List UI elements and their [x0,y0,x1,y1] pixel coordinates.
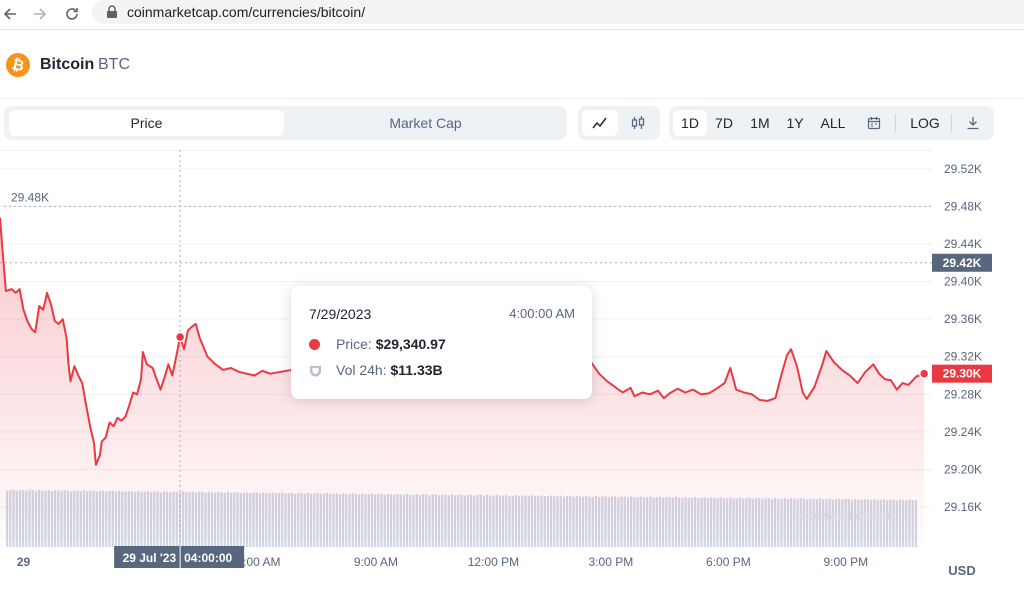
arrow-right-icon[interactable] [30,4,50,24]
range-1m-button[interactable]: 1M [750,115,770,131]
y-tick-label: 29.36K [944,312,982,326]
crosshair-price-tag [932,253,992,272]
log-scale-button[interactable]: LOG [910,115,940,131]
coin-symbol: BTC [98,56,130,73]
y-tick-label: 29.28K [944,387,982,401]
address-bar[interactable] [92,0,1024,24]
watermark-text: CoinMarketCap [800,508,890,523]
url-text: coinmarketcap.com/currencies/bitcoin/ [127,4,366,20]
line-chart-icon [592,117,607,129]
y-tick-label: 29.16K [944,500,982,514]
line-chart-button[interactable] [582,110,618,136]
calendar-button[interactable] [857,110,891,136]
y-tick-label: 29.44K [944,237,982,251]
tooltip-price-value: $29,340.97 [375,336,446,352]
x-tick-label: 29 [17,555,31,569]
x-tick-label: 6:00 PM [706,555,751,569]
last-price-label: 29.30K [943,367,982,381]
calendar-icon [867,117,881,130]
tab-market-cap[interactable]: Market Cap [389,115,462,131]
range-1d-button[interactable]: 1D [673,110,707,136]
range-7d-button[interactable]: 7D [715,115,733,131]
y-tick-label: 29.48K [944,199,982,213]
download-button[interactable] [957,110,989,136]
range-1y-button[interactable]: 1Y [786,115,804,131]
volume-shield-icon [309,364,321,377]
x-tick-label: 12:00 PM [468,555,519,569]
price-line [0,217,925,466]
chart-type-toggle [578,106,660,140]
download-icon [967,117,979,130]
y-tick-label: 29.52K [944,162,982,176]
y-tick-label: 29.20K [944,463,982,477]
reload-icon[interactable] [62,4,82,24]
last-price-tag [932,364,992,383]
coin-name: Bitcoin [40,56,95,73]
crosshair-price-label: 29.42K [943,256,982,270]
last-price-point [918,368,930,379]
tooltip-time: 4:00:00 AM [509,306,575,321]
price-tooltip: 7/29/2023 4:00:00 AM Price: $29,340.97 V… [291,286,592,399]
toolbar-separator [951,114,952,132]
tooltip-price-row: Price: $29,340.97 [309,336,569,354]
tooltip-volume-value: $11.33B [390,362,443,378]
x-tick-label: 9:00 AM [354,555,398,569]
y-tick-label: 29.40K [944,275,982,289]
crosshair-date-tag [114,546,245,568]
chart-metric-tabs: Price Market Cap [4,106,567,140]
y-tick-label: 29.32K [944,350,982,364]
candlestick-icon [631,116,645,129]
currency-label: USD [948,563,975,578]
crosshair-date-label: 29 Jul '23 [123,551,177,565]
bitcoin-logo-icon: ₿ [6,53,30,77]
time-range-toolbar: 1D 7D 1M 1Y ALL LOG [669,106,994,140]
candlestick-button[interactable] [620,110,656,136]
price-dot-icon [309,339,320,350]
divider [0,98,1024,99]
browser-bar: coinmarketcap.com/currencies/bitcoin/ [0,0,1024,30]
tooltip-price-label: Price: [336,336,372,352]
tooltip-date: 7/29/2023 [309,306,372,322]
crosshair-time-label: 04:00:00 [184,551,232,565]
x-tick-label: 3:00 PM [589,555,634,569]
tooltip-volume-row: Vol 24h: $11.33B [309,362,569,380]
tooltip-volume-label: Vol 24h: [336,362,387,378]
x-tick-label: 9:00 PM [823,555,868,569]
toolbar-separator [895,114,896,132]
lock-icon [104,4,120,20]
svg-text:₿: ₿ [10,56,26,75]
tab-price[interactable]: Price [9,110,284,136]
y-tick-label: 29.24K [944,425,982,439]
high-price-label: 29.48K [11,190,49,204]
hover-point [174,331,186,343]
arrow-left-icon[interactable] [0,4,20,24]
range-all-button[interactable]: ALL [820,115,846,131]
x-tick-label: 6:00 AM [236,555,280,569]
